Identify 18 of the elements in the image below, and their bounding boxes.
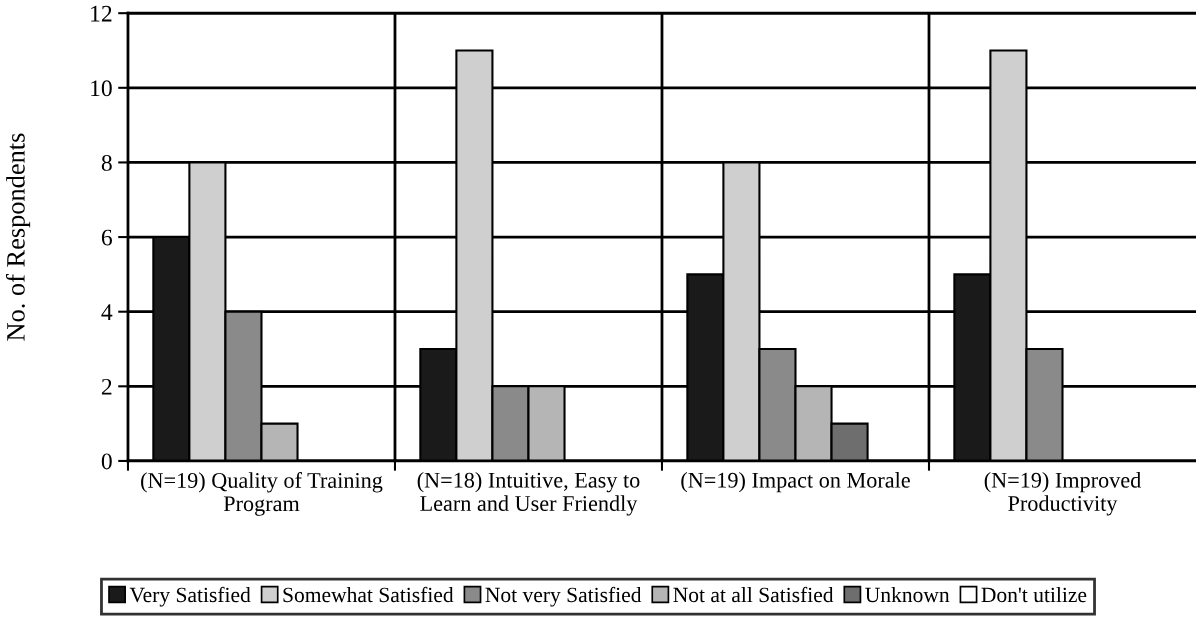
y-tick-label: 8 xyxy=(101,154,112,171)
x-tick-label: (N=19) Impact on Morale xyxy=(681,472,910,493)
y-axis-title: No. of Respondents xyxy=(5,133,31,341)
y-tick-label: 6 xyxy=(101,229,112,246)
legend-label: Unknown xyxy=(865,587,950,603)
legend-label: Not at all Satisfied xyxy=(673,586,834,603)
y-tick-label: 10 xyxy=(91,80,112,97)
y-tick-label: 12 xyxy=(91,5,112,22)
legend-label: Very Satisfied xyxy=(129,586,251,607)
y-tick-label: 4 xyxy=(101,304,113,320)
legend-label: Somewhat Satisfied xyxy=(283,586,454,603)
y-tick-label: 0 xyxy=(101,453,112,470)
legend-label: Don't utilize xyxy=(981,587,1087,603)
x-tick-label: (N=18) Intuitive, Easy to Learn and User Friendly xyxy=(417,472,640,516)
x-tick-label: (N=19) Quality of Training Program xyxy=(141,472,383,516)
x-tick-label: (N=19) Improved Productivity xyxy=(984,472,1141,516)
legend-label: Not very Satisfied xyxy=(485,586,642,607)
y-tick-label: 2 xyxy=(101,378,112,395)
